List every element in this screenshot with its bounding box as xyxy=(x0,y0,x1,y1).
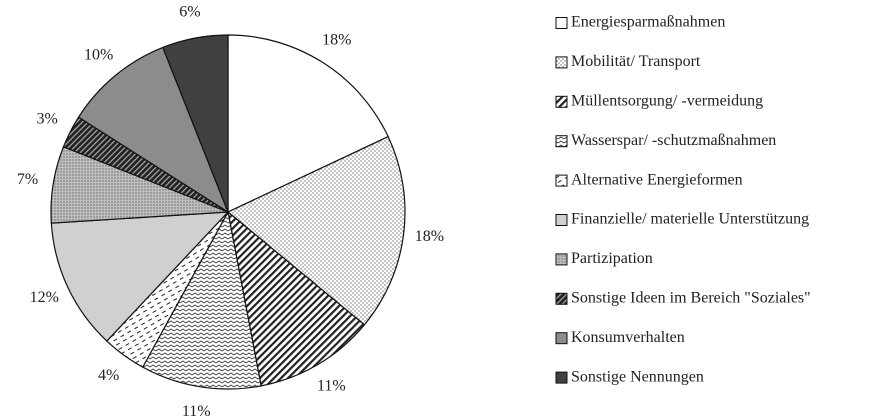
value-label: 4% xyxy=(98,367,119,384)
legend-swatch xyxy=(555,253,568,266)
pie-slice xyxy=(226,135,406,326)
pie-slice xyxy=(227,34,389,213)
legend-label: Energiesparmaßnahmen xyxy=(571,14,725,31)
pie-slice xyxy=(141,210,262,390)
value-label: 6% xyxy=(179,3,200,20)
legend-swatch xyxy=(555,214,568,226)
legend-swatch xyxy=(555,95,568,108)
pie-slice xyxy=(50,211,230,342)
legend-label: Finanzielle/ materielle Unterstützung xyxy=(571,211,809,228)
legend-label: Mobilität/ Transport xyxy=(571,53,701,70)
legend-swatch xyxy=(555,292,568,305)
legend-label: Alternative Energieformen xyxy=(571,171,743,188)
value-label: 18% xyxy=(415,228,444,245)
legend-swatch xyxy=(555,135,568,148)
value-label: 7% xyxy=(17,171,38,188)
value-label: 10% xyxy=(84,46,113,63)
legend-swatch xyxy=(555,56,568,69)
pie-slice xyxy=(162,34,229,213)
legend-label: Partizipation xyxy=(571,250,653,267)
value-label: 18% xyxy=(322,31,351,48)
legend-swatch xyxy=(555,17,568,29)
legend-swatch xyxy=(555,332,568,345)
legend-swatch xyxy=(555,174,568,187)
legend-swatch xyxy=(555,371,568,384)
legend-label: Müllentsorgung/ -vermeidung xyxy=(571,92,763,109)
legend-label: Sonstige Ideen im Bereich "Soziales" xyxy=(571,289,811,306)
value-label: 11% xyxy=(182,403,211,416)
value-label: 11% xyxy=(317,377,346,394)
legend-label: Wasserspar/ -schutzmaßnahmen xyxy=(571,132,776,149)
pie-slice xyxy=(77,46,230,214)
value-label: 12% xyxy=(30,289,59,306)
pie-slice xyxy=(227,210,366,387)
legend-label: Konsumverhalten xyxy=(571,329,685,346)
legend-label: Sonstige Nennungen xyxy=(571,368,704,385)
value-label: 3% xyxy=(36,111,57,128)
